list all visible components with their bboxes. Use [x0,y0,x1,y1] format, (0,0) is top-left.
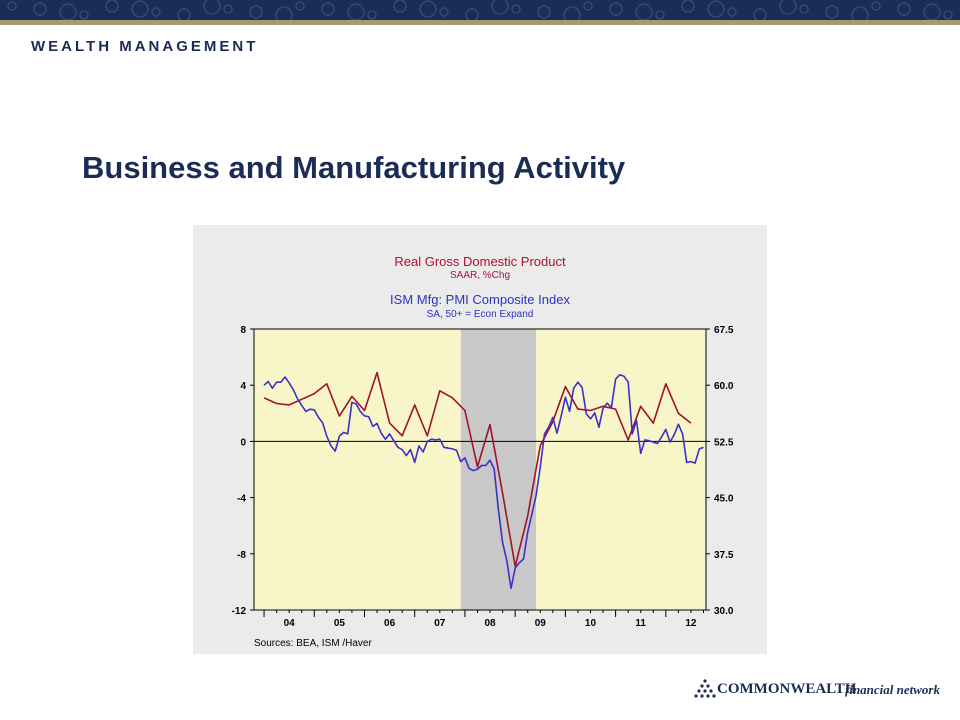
banner-circle [871,1,881,11]
commonwealth-logo: COMMONWEALTH financial network [693,677,940,707]
banner-circle [727,7,737,17]
banner-circle [131,0,149,18]
banner-circle [779,0,797,15]
banner-circle [825,5,839,19]
banner-circle [321,2,335,16]
banner-circle [295,1,305,11]
x-axis-label: 09 [535,618,547,629]
pyramid-dots-icon [694,679,716,698]
banner-circle [655,10,665,20]
x-axis-label: 11 [635,618,646,629]
chart-title-secondary: ISM Mfg: PMI Composite Index [390,292,570,307]
page-title: Business and Manufacturing Activity [82,150,626,185]
x-axis-label: 08 [484,618,496,629]
left-axis-label: -4 [237,494,246,505]
banner-circle [33,2,47,16]
right-axis-label: 52.5 [714,437,734,448]
banner-circle [897,2,911,16]
banner-circle [419,0,437,18]
banner-circle [439,7,449,17]
left-axis-label: 8 [240,325,246,336]
banner-circle [249,5,263,19]
banner-circle [753,8,767,20]
x-axis-label: 05 [334,618,346,629]
logo-tagline: financial network [845,682,940,697]
banner-circle [583,1,593,11]
banner-circle [223,4,233,14]
banner-circle [465,8,479,20]
x-axis-label: 12 [685,618,697,629]
banner-circle [367,10,377,20]
banner-circle [491,0,509,15]
right-axis-label: 60.0 [714,381,734,392]
banner-circle [609,2,623,16]
left-axis-label: 0 [240,437,246,448]
left-axis-label: 4 [240,381,246,392]
chart-subtitle-secondary: SA, 50+ = Econ Expand [427,309,534,320]
right-axis-label: 30.0 [714,606,734,617]
banner-circle [275,6,293,20]
banner-circle [799,4,809,14]
top-rule [0,20,960,25]
gdp-pmi-chart: Real Gross Domestic Product SAAR, %Chg I… [232,254,734,649]
chart-title: Real Gross Domestic Product [394,254,566,269]
banner-circle [923,3,941,20]
chart-source-note: Sources: BEA, ISM /Haver [254,638,372,649]
plot-frame [253,328,707,611]
top-banner [0,0,960,20]
chart-panel: Real Gross Domestic Product SAAR, %Chg I… [193,225,767,654]
pmi-series-line [263,373,704,590]
x-axis-label: 07 [434,618,446,629]
right-axis-label: 45.0 [714,494,734,505]
banner-circle [511,4,521,14]
banner-circle [203,0,221,15]
banner-circle [79,10,89,20]
right-axis-label: 37.5 [714,550,734,561]
banner-circle [851,6,869,20]
x-axis-label: 06 [384,618,396,629]
left-axis-label: -12 [232,606,247,617]
logo-wordmark: COMMONWEALTH [717,681,857,697]
x-axis-label: 10 [585,618,597,629]
banner-circle [347,3,365,20]
banner-circle [59,3,77,20]
banner-circle [537,5,551,19]
gdp-series-line [263,371,692,568]
banner-circle [105,0,119,13]
banner-circle [681,0,695,13]
right-axis-label: 67.5 [714,325,734,336]
banner-circle [563,6,581,20]
chart-subtitle: SAAR, %Chg [450,270,510,281]
banner-circle [943,10,953,20]
brand-wordmark: WEALTH MANAGEMENT [31,38,259,55]
banner-circle [707,0,725,18]
left-axis-label: -8 [237,550,246,561]
banner-pattern [7,0,953,20]
banner-circle [7,1,17,11]
banner-circle [393,0,407,13]
banner-circle [177,8,191,20]
banner-circle [635,3,653,20]
banner-circle [151,7,161,17]
x-axis-label: 04 [284,618,296,629]
